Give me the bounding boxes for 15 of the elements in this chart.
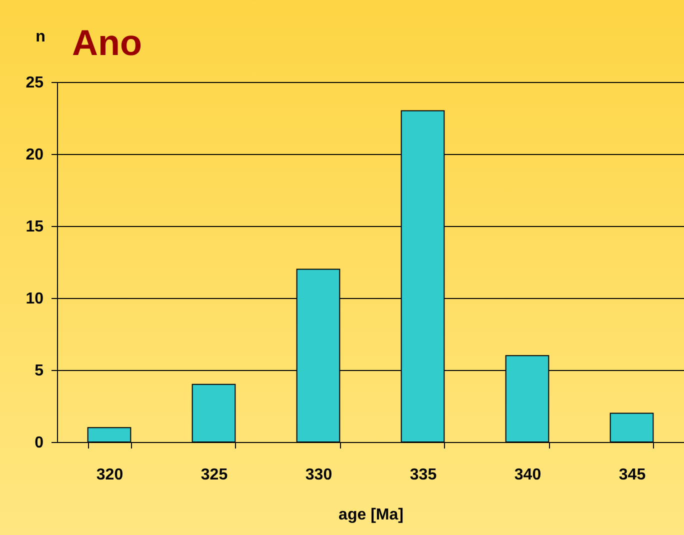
- x-tick-label: 325: [200, 466, 228, 484]
- y-tick-label: 25: [26, 74, 44, 92]
- y-tick-label: 10: [26, 290, 44, 308]
- y-tick-label: 20: [26, 146, 44, 164]
- y-tick-label: 0: [34, 434, 44, 452]
- y-tick-label: 5: [34, 362, 44, 380]
- x-tick-label: 345: [618, 466, 646, 484]
- x-tick-label: 340: [514, 466, 542, 484]
- x-axis-title: age [Ma]: [338, 506, 404, 524]
- x-tick-label: 320: [96, 466, 124, 484]
- x-tick-label: 330: [305, 466, 332, 484]
- chart-title: Ano: [72, 22, 142, 63]
- y-tick-label: 15: [26, 218, 44, 236]
- y-axis-title: n: [36, 28, 46, 46]
- x-tick-label: 335: [410, 466, 437, 484]
